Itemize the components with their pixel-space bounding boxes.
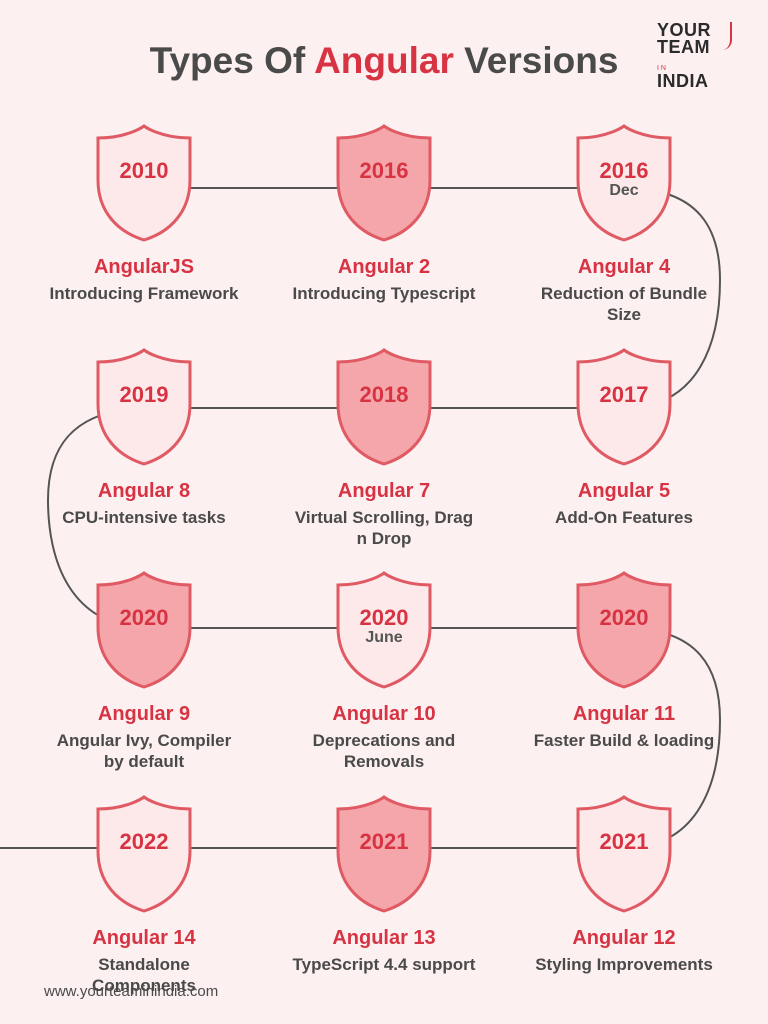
timeline-row: 2019 Angular 8 CPU-intensive tasks 2018 … [0, 344, 768, 550]
title-post: Versions [454, 40, 619, 81]
shield-year: 2020 [330, 605, 438, 631]
timeline-item: 2016 Dec Angular 4 Reduction of Bundle S… [529, 120, 719, 326]
shield-year: 2016 [570, 158, 678, 184]
version-desc: Styling Improvements [529, 954, 719, 975]
version-label: Angular 2 [289, 256, 479, 279]
shield-month: Dec [570, 182, 678, 200]
version-label: Angular 11 [529, 703, 719, 726]
page-title: Types Of Angular Versions [0, 40, 768, 82]
shield-year: 2020 [90, 605, 198, 631]
shield-year: 2021 [570, 829, 678, 855]
version-label: Angular 9 [49, 703, 239, 726]
version-desc: CPU-intensive tasks [49, 507, 239, 528]
shield-icon: 2016 Dec [570, 120, 678, 244]
timeline-item: 2020 June Angular 10 Deprecations and Re… [289, 567, 479, 773]
version-desc: Reduction of Bundle Size [529, 283, 719, 326]
version-label: Angular 8 [49, 480, 239, 503]
version-desc: Virtual Scrolling, Drag n Drop [289, 507, 479, 550]
timeline-row: 2022 Angular 14 Standalone Components 20… [0, 791, 768, 997]
timeline-row: 2010 AngularJS Introducing Framework 201… [0, 120, 768, 326]
timeline-item: 2016 Angular 2 Introducing Typescript [289, 120, 479, 326]
shield-month: June [330, 629, 438, 647]
shield-icon: 2016 [330, 120, 438, 244]
shield-icon: 2021 [570, 791, 678, 915]
shield-icon: 2010 [90, 120, 198, 244]
title-pre: Types Of [150, 40, 314, 81]
version-desc: Angular Ivy, Compiler by default [49, 730, 239, 773]
shield-icon: 2020 [90, 567, 198, 691]
timeline-grid: 2010 AngularJS Introducing Framework 201… [0, 120, 768, 1014]
shield-year: 2022 [90, 829, 198, 855]
shield-icon: 2020 June [330, 567, 438, 691]
timeline-item: 2021 Angular 12 Styling Improvements [529, 791, 719, 997]
shield-icon: 2020 [570, 567, 678, 691]
version-label: Angular 14 [49, 927, 239, 950]
shield-icon: 2021 [330, 791, 438, 915]
version-label: AngularJS [49, 256, 239, 279]
timeline-item: 2021 Angular 13 TypeScript 4.4 support [289, 791, 479, 997]
version-desc: Deprecations and Removals [289, 730, 479, 773]
version-desc: Add-On Features [529, 507, 719, 528]
shield-icon: 2022 [90, 791, 198, 915]
shield-year: 2018 [330, 382, 438, 408]
timeline-item: 2020 Angular 9 Angular Ivy, Compiler by … [49, 567, 239, 773]
timeline-item: 2010 AngularJS Introducing Framework [49, 120, 239, 326]
shield-year: 2019 [90, 382, 198, 408]
version-desc: Faster Build & loading [529, 730, 719, 751]
shield-year: 2010 [90, 158, 198, 184]
shield-year: 2016 [330, 158, 438, 184]
version-label: Angular 4 [529, 256, 719, 279]
shield-icon: 2017 [570, 344, 678, 468]
footer-url: www.yourteaminindia.com [44, 983, 218, 1000]
version-label: Angular 12 [529, 927, 719, 950]
version-label: Angular 7 [289, 480, 479, 503]
version-desc: Introducing Typescript [289, 283, 479, 304]
version-desc: Introducing Framework [49, 283, 239, 304]
version-label: Angular 13 [289, 927, 479, 950]
shield-icon: 2018 [330, 344, 438, 468]
version-label: Angular 10 [289, 703, 479, 726]
timeline-item: 2020 Angular 11 Faster Build & loading [529, 567, 719, 773]
shield-year: 2017 [570, 382, 678, 408]
version-label: Angular 5 [529, 480, 719, 503]
timeline-item: 2017 Angular 5 Add-On Features [529, 344, 719, 550]
timeline-item: 2022 Angular 14 Standalone Components [49, 791, 239, 997]
timeline-item: 2018 Angular 7 Virtual Scrolling, Drag n… [289, 344, 479, 550]
version-desc: TypeScript 4.4 support [289, 954, 479, 975]
timeline-item: 2019 Angular 8 CPU-intensive tasks [49, 344, 239, 550]
shield-icon: 2019 [90, 344, 198, 468]
title-red: Angular [314, 40, 454, 81]
shield-year: 2021 [330, 829, 438, 855]
timeline-row: 2020 Angular 9 Angular Ivy, Compiler by … [0, 567, 768, 773]
shield-year: 2020 [570, 605, 678, 631]
